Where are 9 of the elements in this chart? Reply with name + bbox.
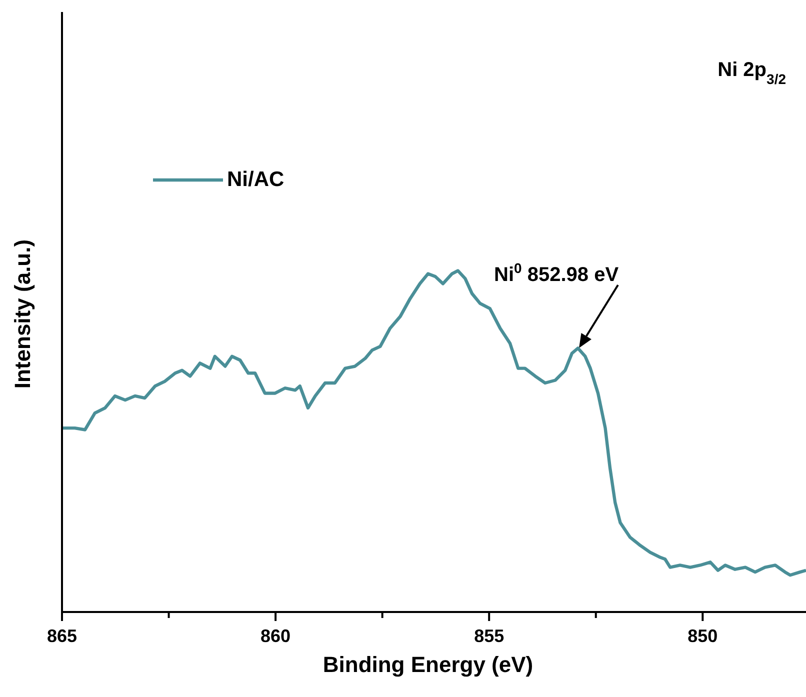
legend-label: Ni/AC	[227, 168, 284, 192]
x-tick-label: 860	[260, 626, 291, 646]
x-tick-label: 855	[474, 626, 504, 646]
annotation: Ni$^{0}$ 852.98 eV	[494, 260, 620, 286]
x-tick-label: 850	[688, 626, 718, 646]
x-axis-title: Binding Energy (eV)	[322, 652, 534, 677]
y-axis-title: Intensity (a.u.)	[10, 239, 35, 389]
chart-title: Ni 2p$_{3/2}$	[718, 59, 786, 87]
x-tick-label: 865	[46, 626, 78, 646]
